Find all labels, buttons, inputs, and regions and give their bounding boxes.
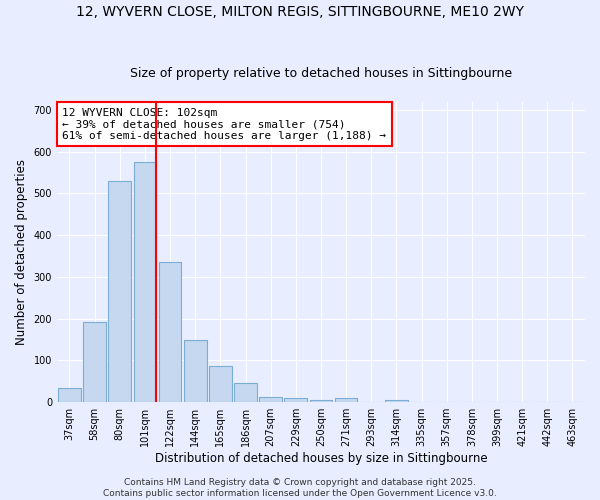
Bar xyxy=(109,181,131,402)
Bar xyxy=(83,322,106,402)
X-axis label: Distribution of detached houses by size in Sittingbourne: Distribution of detached houses by size … xyxy=(155,452,487,465)
Bar xyxy=(284,398,307,402)
Bar xyxy=(310,400,332,402)
Bar xyxy=(385,400,408,402)
Bar xyxy=(335,398,358,402)
Bar xyxy=(159,262,181,402)
Text: Contains HM Land Registry data © Crown copyright and database right 2025.
Contai: Contains HM Land Registry data © Crown c… xyxy=(103,478,497,498)
Bar xyxy=(259,397,282,402)
Title: Size of property relative to detached houses in Sittingbourne: Size of property relative to detached ho… xyxy=(130,66,512,80)
Bar xyxy=(209,366,232,402)
Y-axis label: Number of detached properties: Number of detached properties xyxy=(15,159,28,345)
Bar xyxy=(134,162,156,402)
Bar xyxy=(234,384,257,402)
Text: 12, WYVERN CLOSE, MILTON REGIS, SITTINGBOURNE, ME10 2WY: 12, WYVERN CLOSE, MILTON REGIS, SITTINGB… xyxy=(76,5,524,19)
Text: 12 WYVERN CLOSE: 102sqm
← 39% of detached houses are smaller (754)
61% of semi-d: 12 WYVERN CLOSE: 102sqm ← 39% of detache… xyxy=(62,108,386,140)
Bar xyxy=(58,388,81,402)
Bar xyxy=(184,340,206,402)
